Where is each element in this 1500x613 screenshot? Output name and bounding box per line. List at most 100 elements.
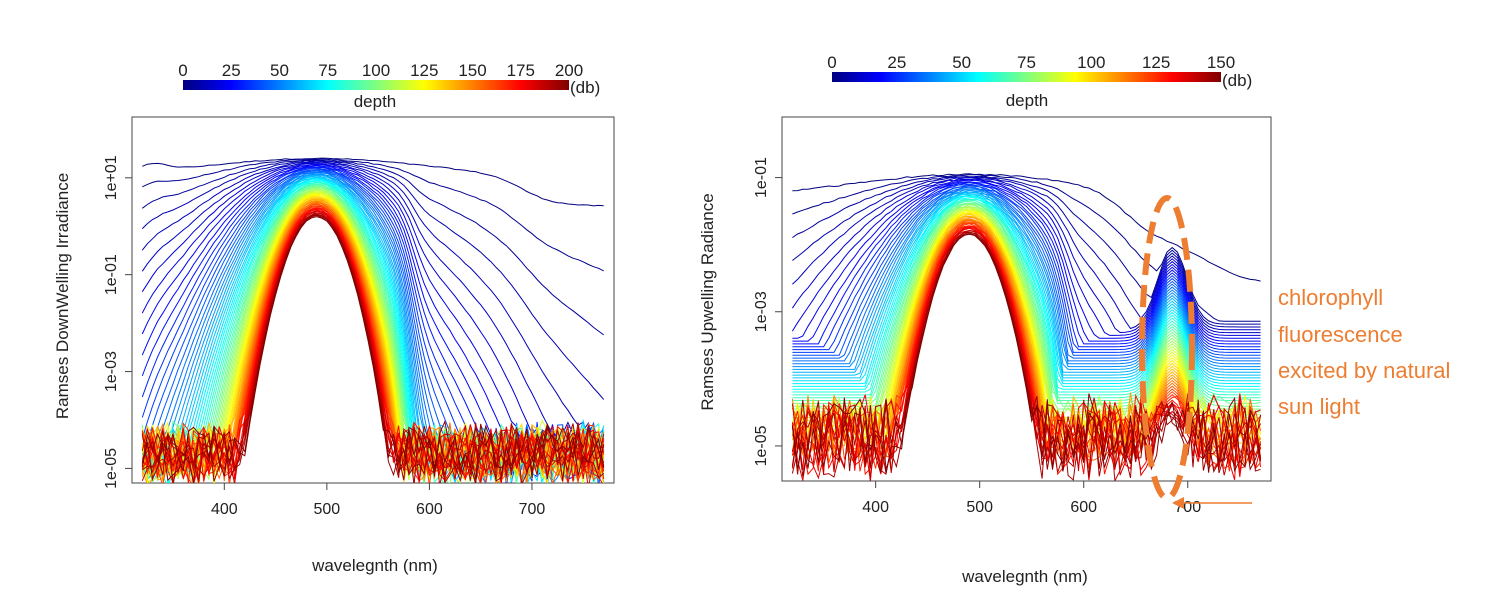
x-tick-label: 500 — [313, 501, 340, 518]
colorbar-tick-label: 75 — [1017, 53, 1036, 72]
depth-spectrum-line — [792, 176, 1261, 328]
x-tick-label: 700 — [519, 501, 546, 518]
depth-spectrum-line — [791, 226, 1262, 480]
depth-spectrum-line — [142, 158, 604, 272]
depth-spectrum-line — [792, 179, 1261, 339]
right-x-axis-label: wavelegnth (nm) — [961, 567, 1088, 586]
annotation-line-2: fluorescence — [1278, 322, 1403, 347]
depth-spectrum-line — [141, 203, 605, 483]
depth-spectrum-line — [141, 210, 605, 483]
right-spectra — [791, 173, 1262, 481]
depth-spectrum-line — [791, 233, 1262, 474]
depth-spectrum-line — [792, 186, 1261, 359]
colorbar-tick-label: 100 — [1077, 53, 1105, 72]
colorbar-tick-label: 0 — [827, 53, 836, 72]
colorbar-tick-label: 25 — [887, 53, 906, 72]
depth-spectrum-line — [791, 226, 1262, 477]
depth-spectrum-line — [141, 188, 605, 483]
depth-spectrum-line — [142, 157, 604, 207]
depth-spectrum-line — [791, 225, 1262, 472]
depth-spectrum-line — [792, 192, 1261, 376]
depth-spectrum-line — [141, 213, 605, 483]
depth-spectrum-line — [141, 162, 605, 483]
depth-spectrum-line — [791, 232, 1262, 477]
colorbar-tick-label: 150 — [458, 61, 486, 80]
right-y-axis-label: Ramses Upwelling Radiance — [698, 193, 717, 410]
depth-spectrum-line — [792, 197, 1261, 390]
depth-spectrum-line — [792, 198, 1261, 396]
depth-spectrum-line — [791, 218, 1261, 457]
depth-spectrum-line — [792, 174, 1261, 322]
y-tick-label: 1e+01 — [103, 155, 120, 200]
x-tick-label: 600 — [1070, 499, 1097, 516]
depth-spectrum-line — [141, 212, 604, 483]
depth-spectrum-line — [792, 191, 1261, 373]
depth-spectrum-line — [792, 200, 1261, 401]
depth-spectrum-line — [141, 160, 605, 400]
depth-spectrum-line — [792, 175, 1261, 325]
colorbar-tick-label: 75 — [318, 61, 337, 80]
x-tick-label: 600 — [416, 501, 443, 518]
right-plot-frame — [781, 116, 1272, 482]
x-tick-label: 500 — [966, 499, 993, 516]
depth-spectrum-line — [141, 167, 605, 483]
depth-spectrum-line — [141, 207, 605, 483]
left-x-ticks: 400 500 600 700 — [211, 483, 545, 518]
left-y-ticks: 1e-05 1e-03 1e-01 1e+01 — [103, 155, 132, 489]
depth-spectrum-line — [792, 173, 1261, 282]
depth-spectrum-line — [141, 161, 605, 477]
y-tick-label: 1e-03 — [753, 291, 770, 332]
depth-spectrum-line — [141, 214, 605, 483]
depth-spectrum-line — [792, 190, 1261, 370]
annotation-line-1: chlorophyll — [1278, 285, 1383, 310]
left-plot-frame — [131, 116, 615, 484]
right-y-ticks: 1e-05 1e-03 1e-01 — [753, 157, 782, 466]
annotation-line-3: excited by natural — [1278, 358, 1450, 383]
right-colorbar-ticks: 0 25 50 75 100 125 150 — [827, 53, 1235, 72]
annotation-line-4: sun light — [1278, 394, 1360, 419]
depth-spectrum-line — [792, 204, 1261, 413]
left-x-axis-label: wavelegnth (nm) — [311, 556, 438, 575]
depth-spectrum-line — [792, 181, 1261, 342]
left-colorbar — [183, 80, 569, 90]
left-y-axis-label: Ramses DownWelling Irradiance — [53, 173, 72, 419]
depth-spectrum-line — [792, 189, 1261, 365]
depth-spectrum-line — [792, 195, 1261, 385]
depth-spectrum-line — [792, 202, 1261, 404]
depth-spectrum-line — [792, 182, 1261, 348]
right-colorbar-unit: (db) — [1222, 71, 1252, 90]
left-colorbar-unit: (db) — [570, 78, 600, 97]
depth-spectrum-line — [792, 195, 1261, 387]
depth-spectrum-line — [792, 187, 1261, 362]
y-tick-label: 1e-01 — [753, 157, 770, 198]
colorbar-tick-label: 25 — [222, 61, 241, 80]
colorbar-tick-label: 150 — [1207, 53, 1235, 72]
depth-spectrum-line — [792, 194, 1261, 382]
depth-spectrum-line — [792, 184, 1261, 353]
depth-spectrum-line — [791, 178, 1261, 334]
colorbar-tick-label: 50 — [270, 61, 289, 80]
depth-spectrum-line — [141, 177, 605, 483]
fluorescence-arrow — [1172, 497, 1252, 509]
right-colorbar — [832, 72, 1221, 82]
colorbar-tick-label: 125 — [1142, 53, 1170, 72]
depth-spectrum-line — [791, 215, 1262, 445]
depth-spectrum-line — [142, 159, 604, 336]
y-tick-label: 1e-03 — [103, 351, 120, 392]
fluorescence-highlight-ellipse — [1139, 195, 1195, 501]
depth-spectrum-line — [792, 177, 1261, 331]
colorbar-tick-label: 50 — [952, 53, 971, 72]
x-tick-label: 400 — [862, 499, 889, 516]
left-colorbar-ticks: 0 25 50 75 100 125 150 175 200 — [178, 61, 583, 80]
y-tick-label: 1e-01 — [103, 254, 120, 295]
y-tick-label: 1e-05 — [753, 425, 770, 466]
depth-spectrum-line — [792, 189, 1261, 368]
depth-spectrum-line — [792, 185, 1261, 356]
depth-spectrum-line — [792, 183, 1261, 351]
colorbar-tick-label: 175 — [507, 61, 535, 80]
left-colorbar-label: depth — [354, 92, 397, 111]
depth-spectrum-line — [141, 216, 605, 483]
